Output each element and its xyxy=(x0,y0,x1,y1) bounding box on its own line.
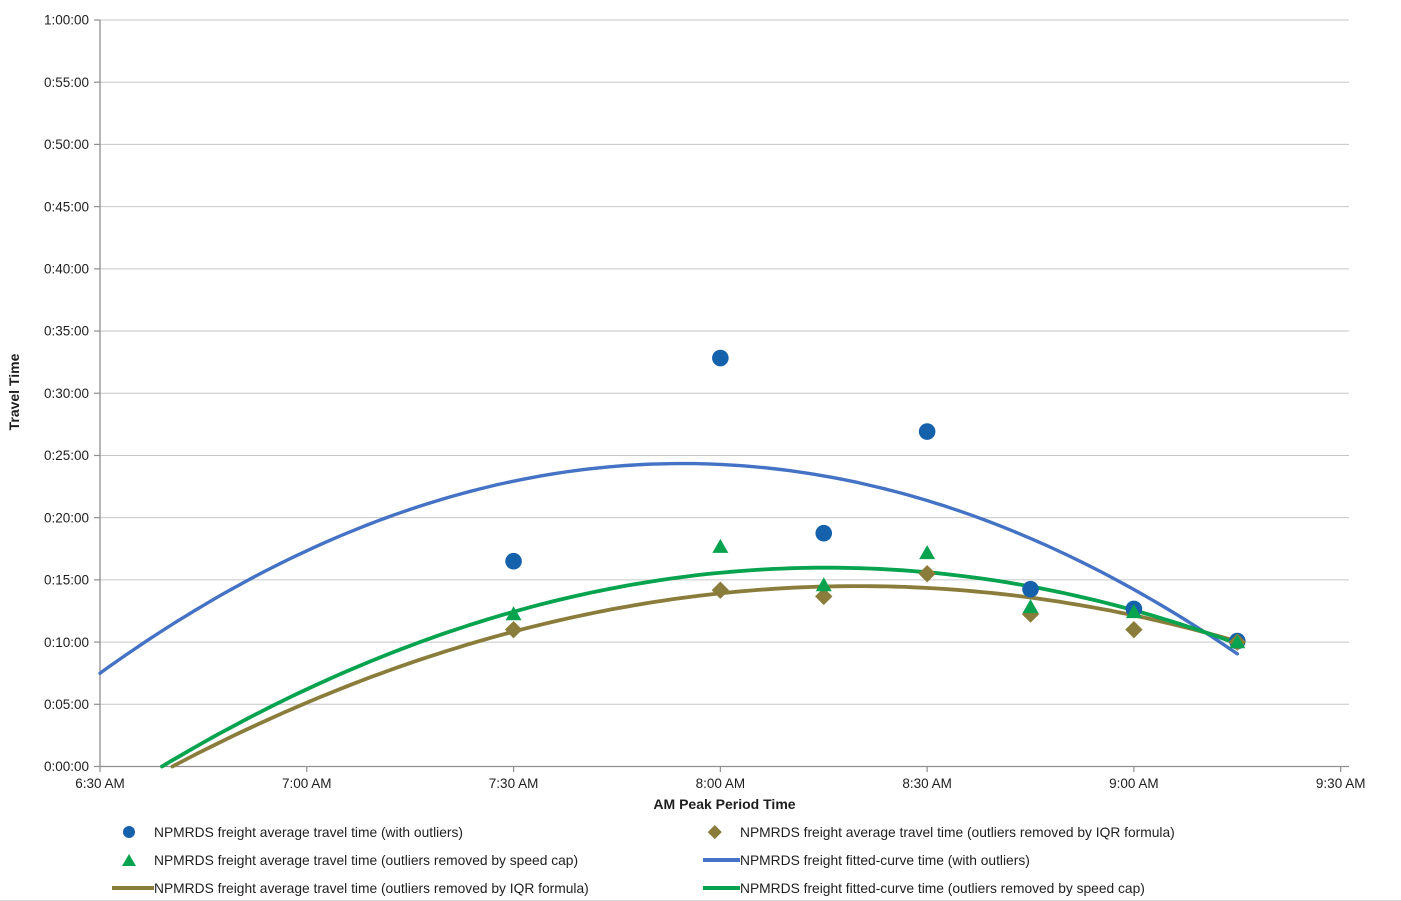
scatter-avg-speed-cap-marker xyxy=(1022,599,1039,614)
scatter-avg-iqr-marker xyxy=(815,587,833,606)
legend-column-2: NPMRDS freight average travel time (outl… xyxy=(690,818,1175,901)
legend-item-fitted-with-outliers: NPMRDS freight fitted-curve time (with o… xyxy=(690,846,1175,874)
legend-item-avg-iqr: NPMRDS freight average travel time (outl… xyxy=(690,818,1175,846)
scatter-avg-iqr-marker xyxy=(1125,620,1143,639)
x-tick-label: 9:30 AM xyxy=(1316,776,1366,791)
scatter-avg-with-outliers-marker xyxy=(1022,580,1039,598)
y-tick-label: 0:30:00 xyxy=(44,386,89,401)
legend-triangle-marker xyxy=(122,854,136,866)
legend-label: NPMRDS freight average travel time (outl… xyxy=(154,852,579,868)
legend-item-avg-iqr-curve: NPMRDS freight average travel time (outl… xyxy=(104,874,589,901)
x-tick-label: 7:30 AM xyxy=(489,776,539,791)
curve-fitted-with-outliers xyxy=(98,461,1240,675)
scatter-avg-speed-cap-marker xyxy=(815,577,832,592)
x-tick-label: 6:30 AM xyxy=(75,776,125,791)
legend-item-avg-with-outliers: NPMRDS freight average travel time (with… xyxy=(104,818,589,846)
y-tick-label: 0:35:00 xyxy=(44,324,89,339)
legend-marker-box xyxy=(104,886,154,890)
y-tick-label: 0:05:00 xyxy=(44,697,89,712)
legend-marker-box xyxy=(104,826,154,838)
y-tick-label: 0:00:00 xyxy=(44,759,89,774)
scatter-avg-iqr-marker xyxy=(711,581,730,599)
legend-line-marker xyxy=(703,886,740,890)
scatter-avg-iqr-marker xyxy=(504,620,523,639)
x-tick-label: 8:00 AM xyxy=(696,776,746,791)
legend-column-1: NPMRDS freight average travel time (with… xyxy=(104,818,589,901)
x-tick-label: 9:00 AM xyxy=(1109,776,1159,791)
curve-fitted-speed-cap xyxy=(160,565,1233,769)
y-tick-label: 0:20:00 xyxy=(44,510,89,525)
legend-marker-box xyxy=(690,886,740,890)
y-tick-label: 0:45:00 xyxy=(44,199,89,214)
scatter-avg-speed-cap-marker xyxy=(712,538,729,553)
curve-avg-iqr xyxy=(170,584,1234,769)
legend-marker-box xyxy=(690,825,740,839)
legend-diamond-marker xyxy=(708,825,722,839)
legend-label: NPMRDS freight fitted-curve time (outlie… xyxy=(740,880,1145,896)
y-tick-label: 1:00:00 xyxy=(44,13,89,28)
y-tick-label: 0:15:00 xyxy=(44,573,89,588)
legend-circle-marker xyxy=(123,826,135,838)
legend-marker-box xyxy=(690,858,740,862)
legend-line-marker xyxy=(703,858,740,862)
y-tick-label: 0:10:00 xyxy=(44,635,89,650)
x-axis-title: AM Peak Period Time xyxy=(653,796,796,812)
legend-label: NPMRDS freight average travel time (outl… xyxy=(154,880,589,896)
y-tick-label: 0:40:00 xyxy=(44,262,89,277)
legend-label: NPMRDS freight average travel time (outl… xyxy=(740,824,1175,840)
legend-label: NPMRDS freight average travel time (with… xyxy=(154,824,463,840)
legend-marker-box xyxy=(104,854,154,866)
y-tick-label: 0:55:00 xyxy=(44,75,89,90)
y-tick-label: 0:50:00 xyxy=(44,137,89,152)
chart-legend: NPMRDS freight average travel time (with… xyxy=(0,818,1401,898)
legend-item-fitted-speed-cap: NPMRDS freight fitted-curve time (outlie… xyxy=(690,874,1175,901)
legend-line-marker xyxy=(112,886,154,890)
x-tick-label: 8:30 AM xyxy=(902,776,952,791)
scatter-avg-speed-cap-marker xyxy=(1125,604,1142,619)
legend-item-avg-speed-cap: NPMRDS freight average travel time (outl… xyxy=(104,846,589,874)
scatter-avg-with-outliers-marker xyxy=(505,552,522,570)
y-axis-title: Travel Time xyxy=(6,353,22,431)
scatter-avg-speed-cap-marker xyxy=(1229,634,1246,649)
scatter-avg-speed-cap-marker xyxy=(919,545,936,560)
scatter-avg-iqr-marker xyxy=(918,564,936,583)
scatter-avg-with-outliers-marker xyxy=(712,349,729,367)
x-tick-label: 7:00 AM xyxy=(282,776,332,791)
scatter-avg-with-outliers-marker xyxy=(815,524,833,542)
y-tick-label: 0:25:00 xyxy=(44,448,89,463)
legend-label: NPMRDS freight fitted-curve time (with o… xyxy=(740,852,1030,868)
scatter-avg-speed-cap-marker xyxy=(505,606,522,621)
scatter-avg-with-outliers-marker xyxy=(918,423,936,440)
